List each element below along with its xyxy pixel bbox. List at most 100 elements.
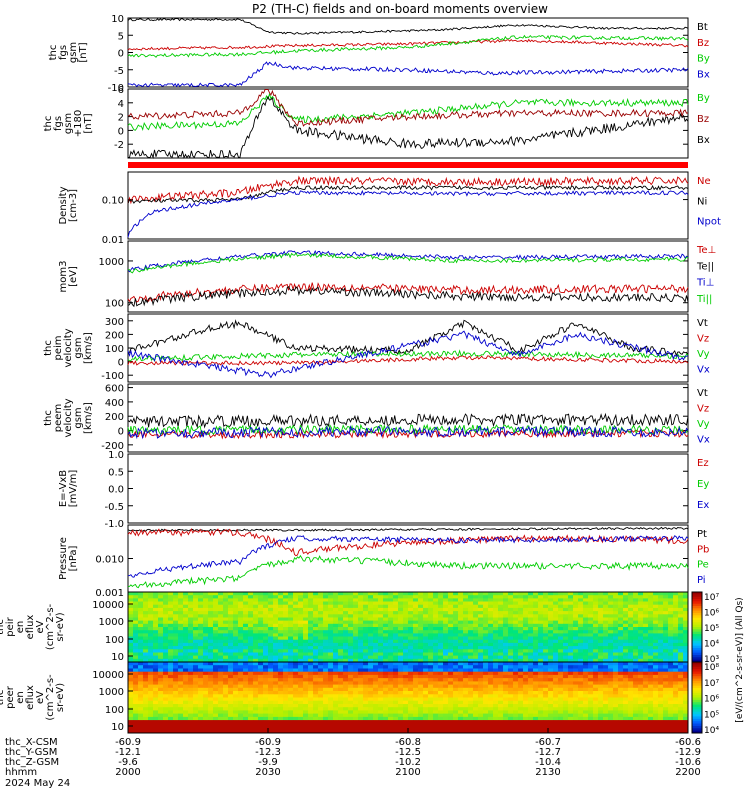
colorbar-cell (692, 680, 702, 684)
y-tick-label: -200 (101, 441, 124, 452)
colorbar-tick: 10⁶ (704, 609, 719, 619)
y-axis-label-line: peer (5, 685, 16, 709)
ephemeris-value: 2030 (255, 767, 280, 778)
ephemeris-table: thc_X-CSM -60.9 -60.9 -60.8 -60.7 -60.6 thc_Y-… (5, 728, 701, 789)
legend-entry: Ne (697, 176, 711, 187)
series-line-0 (127, 282, 689, 303)
y-tick-label: 6 (118, 85, 124, 96)
ephemeris-value: 2130 (535, 767, 560, 778)
ephemeris-value: -60.9 (115, 737, 141, 748)
series-line-1 (127, 89, 689, 127)
colorbar-cell (692, 641, 702, 644)
y-axis-label-line: thc (43, 116, 54, 132)
panel-frame (127, 453, 689, 524)
colorbar-cell (692, 652, 702, 656)
date-label: 2024 May 24 (5, 778, 70, 789)
legend-entry: Pi (697, 575, 706, 586)
colorbar-cell (692, 692, 702, 696)
y-axis-label: thc peir en eflux eV (cm^2-s-sr-eV) (0, 603, 66, 650)
colorbar-cell (692, 725, 702, 729)
colorbar-cell (692, 704, 702, 708)
y-axis-label-line: velocity (63, 328, 74, 367)
ephemeris-value: -60.8 (395, 737, 421, 748)
y-tick-label: 100 (105, 705, 124, 716)
y-tick-label: 0.001 (95, 588, 124, 599)
y-tick-label: 0 (118, 49, 124, 60)
ephemeris-value: -60.6 (675, 737, 701, 748)
y-tick-label: 1000 (99, 617, 124, 628)
y-tick-label: -5 (114, 66, 124, 77)
data-quality-bar (128, 162, 688, 168)
y-tick-label: 0.010 (95, 555, 124, 566)
y-axis-label-line: [cm-3] (68, 189, 79, 222)
y-tick-label: 400 (105, 398, 124, 409)
series-line-2 (127, 423, 689, 436)
ephemeris-value: 2200 (675, 767, 700, 778)
y-tick-label: 5 (118, 31, 124, 42)
colorbar-frame (691, 661, 703, 734)
colorbar-cell (692, 716, 702, 720)
colorbar-cell (692, 669, 702, 672)
colorbar-cell (692, 657, 702, 660)
y-axis-label-line: velocity (63, 398, 74, 437)
colorbar-cell (692, 629, 702, 632)
legend-entry: By (697, 54, 710, 65)
series-line-1 (127, 184, 689, 204)
colorbar-cell (692, 631, 702, 635)
ephemeris-value: -60.7 (535, 737, 561, 748)
y-axis-label: Density [cm-3] (58, 186, 79, 224)
legend-entry: Bz (697, 38, 709, 49)
y-axis-label-line: eV (35, 691, 46, 704)
colorbar-tick: 10⁸ (704, 663, 719, 673)
colorbar-tick: 10⁵ (704, 710, 719, 720)
y-tick-label: 10 (111, 722, 124, 733)
series-line-3 (127, 61, 689, 88)
colorbar-cell (692, 664, 702, 668)
colorbar-tick: 10³ (704, 655, 719, 665)
colorbar-cell (692, 622, 702, 625)
y-tick-label: -1.0 (104, 519, 124, 530)
colorbar-cell (692, 645, 702, 649)
y-axis-label-line: peem (53, 404, 64, 432)
series-line-1 (127, 38, 689, 51)
y-tick-label: 10000 (92, 600, 124, 611)
legend-entry: Vt (697, 318, 708, 329)
colorbar-cell (692, 673, 702, 677)
series-line-0 (127, 17, 689, 35)
colorbar-cell (692, 683, 702, 687)
y-axis-label-line: gsm (68, 42, 79, 63)
y-axis-label: thc fgs gsm +180 [nT] (43, 110, 94, 137)
panel-frame (127, 524, 689, 593)
colorbar-cell (692, 671, 702, 675)
y-axis-label: Pressure [nPa] (58, 537, 79, 580)
y-tick-label: 10 (111, 14, 124, 25)
y-axis-label-line: sr-eV) (55, 683, 66, 712)
colorbar-cell (692, 697, 702, 701)
y-tick-label: 10000 (92, 670, 124, 681)
colorbar-cell (692, 662, 702, 665)
y-axis-label-line: gsm (73, 407, 84, 428)
colorbar-cell (692, 627, 702, 630)
series-line-3 (127, 425, 689, 440)
y-axis-label-line: [nT] (83, 113, 94, 133)
ephemeris-label: thc_X-CSM (5, 737, 58, 748)
series-line-0 (127, 319, 689, 357)
colorbar-tick: 10⁶ (704, 695, 719, 705)
ephemeris-value: -12.9 (675, 747, 701, 758)
y-axis-label-line: en (15, 621, 26, 634)
ephemeris-label: thc_Y-GSM (5, 747, 57, 758)
y-tick-label: -100 (101, 371, 124, 382)
y-axis-label-line: [nPa] (68, 545, 79, 571)
panel-frame (127, 88, 689, 159)
colorbar-cell (692, 610, 702, 614)
y-axis-label-line: +180 (73, 110, 84, 137)
colorbar-cell (692, 718, 702, 722)
y-tick-label: 4 (118, 99, 124, 110)
colorbar-cell (692, 690, 702, 694)
series-line-2 (127, 189, 689, 238)
chart-title: P2 (TH-C) fields and on-board moments ov… (252, 2, 548, 16)
y-axis-label: thc peem velocity gsm [km/s] (43, 398, 94, 437)
spectrograms: 10000 1000 100 10 thc peir en eflux eV (cm^2-s-sr… (0, 591, 689, 734)
colorbar-cell (692, 685, 702, 689)
y-axis-label-line: [eV] (68, 266, 79, 287)
